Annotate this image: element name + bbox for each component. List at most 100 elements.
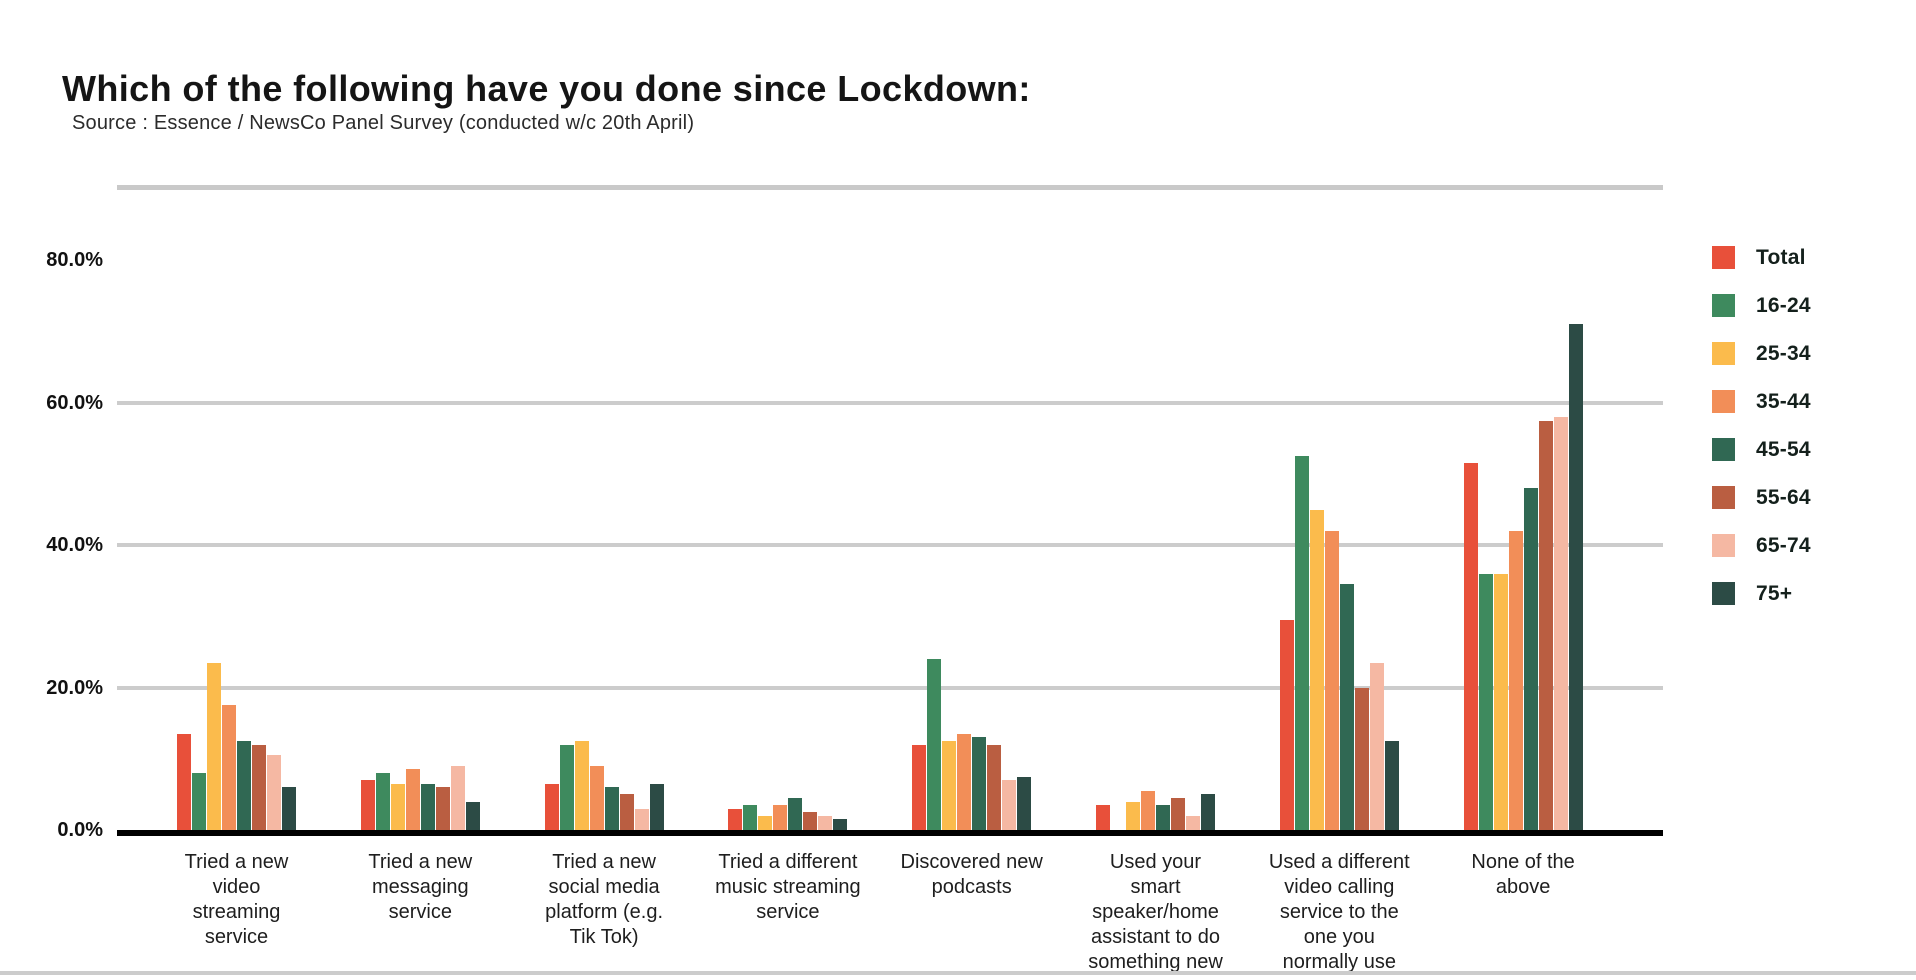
bar-65-74 — [634, 808, 649, 830]
legend-swatch — [1712, 534, 1735, 557]
x-axis-label: Tried a new video streaming service — [184, 851, 289, 948]
bar-25-34 — [758, 815, 773, 830]
x-axis-label: Tried a new messaging service — [368, 851, 473, 923]
y-axis-tick: 40.0% — [46, 534, 103, 557]
bar-16-24 — [375, 773, 390, 830]
bar-45-54 — [237, 741, 251, 830]
legend-item: 25-34 — [1712, 342, 1811, 365]
bar-group — [1463, 324, 1583, 830]
bar-25-34 — [207, 662, 221, 830]
legend-swatch — [1712, 342, 1735, 365]
bar-group — [544, 741, 664, 830]
bar-75+ — [833, 819, 848, 830]
legend-label: 45-54 — [1756, 437, 1811, 461]
legend-item: Total — [1712, 246, 1811, 269]
legend-swatch — [1712, 246, 1735, 269]
bar-65-74 — [1186, 815, 1200, 830]
x-axis-label: Tried a different music streaming servic… — [715, 851, 861, 923]
gridline-60 — [117, 400, 1663, 405]
y-axis-tick: 80.0% — [46, 249, 103, 272]
bar-75+ — [1384, 741, 1399, 830]
bar-Total — [728, 808, 743, 830]
bar-65-74 — [1553, 417, 1568, 830]
legend-label: 55-64 — [1756, 485, 1811, 509]
bar-25-34 — [574, 741, 589, 830]
gridline-20 — [117, 685, 1663, 690]
legend-label: 65-74 — [1756, 533, 1811, 557]
bar-55-64 — [1171, 797, 1185, 830]
bar-group — [912, 659, 1032, 830]
bar-group — [728, 797, 848, 830]
bottom-divider — [0, 971, 1916, 975]
legend-swatch — [1712, 486, 1735, 509]
bar-45-54 — [1339, 584, 1354, 830]
bar-45-54 — [1156, 805, 1170, 830]
bar-65-74 — [818, 815, 833, 830]
bar-group — [360, 765, 480, 830]
bar-65-74 — [1002, 780, 1017, 830]
bar-65-74 — [1369, 662, 1384, 830]
bar-75+ — [649, 783, 664, 830]
legend-item: 16-24 — [1712, 294, 1811, 317]
bar-35-44 — [957, 733, 972, 830]
bar-16-24 — [559, 744, 574, 830]
y-axis-tick: 0.0% — [57, 819, 103, 841]
bar-55-64 — [803, 812, 818, 830]
legend-swatch — [1712, 582, 1735, 605]
chart-source: Source : Essence / NewsCo Panel Survey (… — [72, 112, 695, 134]
bar-65-74 — [267, 755, 281, 830]
bar-Total — [360, 780, 375, 830]
bar-16-24 — [1294, 456, 1309, 830]
bar-55-64 — [987, 744, 1002, 830]
bar-35-44 — [1508, 530, 1523, 830]
bar-45-54 — [420, 783, 435, 830]
legend-label: Total — [1756, 245, 1806, 269]
bar-Total — [177, 733, 191, 830]
legend-swatch — [1712, 438, 1735, 461]
chart-title: Which of the following have you done sin… — [62, 68, 1031, 110]
x-axis-label: Tried a new social media platform (e.g. … — [545, 851, 663, 948]
legend-item: 35-44 — [1712, 390, 1811, 413]
bar-45-54 — [972, 737, 987, 830]
bar-Total — [1463, 463, 1478, 830]
y-axis-tick: 60.0% — [46, 391, 103, 414]
bar-65-74 — [450, 765, 465, 830]
legend-item: 45-54 — [1712, 438, 1811, 461]
bar-25-34 — [390, 783, 405, 830]
bar-Total — [544, 783, 559, 830]
bar-Total — [1096, 805, 1110, 830]
bar-55-64 — [1354, 687, 1369, 830]
legend-label: 16-24 — [1756, 293, 1811, 317]
bar-Total — [912, 744, 927, 830]
bar-55-64 — [435, 787, 450, 830]
bar-75+ — [1201, 794, 1215, 830]
bar-35-44 — [773, 805, 788, 830]
bar-75+ — [465, 801, 480, 830]
legend: Total 16-24 25-34 35-44 45-54 55-64 65-74 75+ — [1712, 246, 1811, 630]
bar-35-44 — [1324, 530, 1339, 830]
bar-45-54 — [604, 787, 619, 830]
plot-area: 80.0% 60.0% 40.0% 20.0% 0.0% — [46, 185, 1663, 841]
bar-35-44 — [589, 765, 604, 830]
bar-75+ — [282, 787, 296, 830]
bar-25-34 — [942, 741, 957, 830]
bar-Total — [1279, 619, 1294, 830]
bar-25-34 — [1309, 509, 1324, 830]
legend-label: 75+ — [1756, 581, 1793, 605]
bar-25-34 — [1126, 801, 1140, 830]
bar-25-34 — [1493, 573, 1508, 830]
legend-swatch — [1712, 390, 1735, 413]
bar-16-24 — [1478, 573, 1493, 830]
x-axis-label: Discovered new podcasts — [900, 851, 1043, 898]
bar-45-54 — [1523, 488, 1538, 830]
bar-35-44 — [222, 705, 236, 830]
x-axis-label: Used your smart speaker/home assistant t… — [1088, 851, 1223, 973]
legend-item: 65-74 — [1712, 534, 1811, 557]
bar-55-64 — [1538, 420, 1553, 830]
legend-label: 35-44 — [1756, 389, 1811, 413]
legend-swatch — [1712, 294, 1735, 317]
bar-group — [1279, 456, 1399, 830]
bar-16-24 — [927, 659, 942, 830]
x-axis-labels: Tried a new video streaming service Tried… — [117, 850, 1663, 980]
bar-16-24 — [192, 773, 206, 830]
